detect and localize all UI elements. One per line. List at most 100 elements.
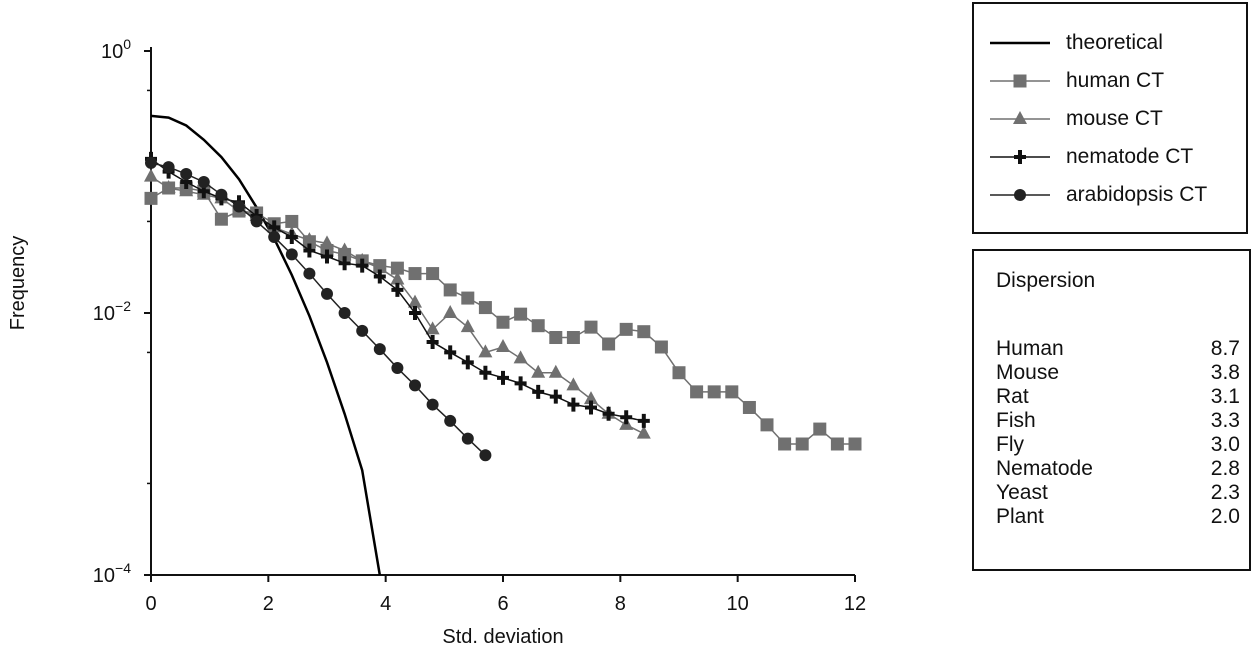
data-point [778, 437, 792, 451]
series-human-ct [144, 181, 862, 451]
chart-axes: 0 2 4 6 8 10 12 100 10−2 10−4 [93, 36, 866, 615]
legend-marker [1013, 111, 1027, 124]
x-axis-label: Std. deviation [442, 626, 563, 648]
dispersion-table: Dispersion Human 8.7 Mouse 3.8 Rat 3.1 Fish 3.3… [972, 249, 1251, 571]
dispersion-row: Human 8.7 [996, 337, 1240, 361]
chart-series [144, 114, 862, 576]
data-point [144, 191, 158, 205]
data-point [162, 161, 175, 174]
data-point [461, 291, 475, 305]
data-point [602, 406, 615, 421]
data-point [356, 324, 369, 337]
data-point [830, 437, 844, 451]
data-point [479, 365, 492, 380]
data-point [179, 183, 194, 197]
dispersion-species: Mouse [996, 361, 1060, 384]
data-point [513, 350, 528, 364]
dispersion-row: Nematode 2.8 [996, 457, 1240, 481]
series-line [150, 114, 382, 576]
data-point [497, 370, 509, 385]
data-point [567, 397, 580, 412]
data-point [303, 267, 316, 280]
data-point [285, 230, 298, 245]
y-axis-label: Frequency [7, 236, 29, 331]
data-point [391, 282, 404, 297]
data-point [566, 331, 580, 345]
data-point [390, 271, 405, 285]
data-point [760, 418, 774, 432]
dispersion-species: Human [996, 337, 1064, 360]
series-theoretical [150, 114, 382, 576]
data-point [654, 340, 668, 354]
dispersion-value: 3.0 [1210, 433, 1240, 456]
data-point [302, 232, 317, 246]
data-point [460, 319, 475, 333]
data-point [619, 322, 633, 336]
data-point [338, 256, 351, 271]
data-point [584, 391, 598, 405]
data-point [549, 331, 563, 345]
data-point [337, 242, 352, 256]
data-point [373, 269, 386, 284]
data-point [409, 379, 421, 392]
data-point [848, 437, 862, 451]
legend-label: theoretical [1066, 31, 1163, 54]
data-point [602, 337, 616, 351]
data-point [408, 267, 422, 281]
dispersion-title: Dispersion [996, 269, 1096, 292]
dispersion-species: Fly [996, 433, 1024, 456]
data-point [303, 243, 316, 258]
data-point [620, 410, 633, 425]
series-arabidopsis-ct [145, 156, 492, 462]
dispersion-value: 3.3 [1210, 409, 1240, 432]
data-point [250, 215, 263, 228]
series-line [150, 162, 486, 456]
dispersion-species: Rat [996, 385, 1029, 408]
data-point [161, 179, 176, 193]
data-point [531, 364, 546, 378]
x-tick-label: 10 [727, 593, 749, 615]
data-point [180, 168, 193, 181]
dispersion-species: Fish [996, 409, 1036, 432]
dispersion-row: Yeast 2.3 [996, 481, 1240, 505]
data-point [584, 320, 598, 334]
legend-item: nematode CT [974, 142, 1246, 172]
dispersion-row: Plant 2.0 [996, 505, 1240, 529]
data-point [461, 355, 474, 370]
data-point [690, 385, 704, 399]
data-point [373, 343, 386, 356]
dispersion-species: Plant [996, 505, 1044, 528]
data-point [549, 389, 562, 404]
data-point [444, 345, 457, 360]
data-point [214, 212, 228, 226]
legend-swatch [990, 111, 1050, 124]
data-point [356, 258, 369, 273]
data-point [514, 307, 528, 321]
data-point [409, 306, 421, 320]
data-point [566, 377, 581, 391]
data-point [197, 176, 210, 188]
data-point [372, 260, 387, 274]
data-point [215, 188, 228, 201]
legend-marker [1014, 150, 1026, 164]
x-tick-label: 2 [263, 593, 274, 615]
y-tick-label: 100 [101, 36, 131, 63]
data-point [144, 168, 158, 182]
x-tick-label: 8 [615, 593, 626, 615]
legend-marker [1014, 189, 1026, 201]
dispersion-species: Nematode [996, 457, 1093, 480]
data-point [391, 362, 404, 375]
data-point [426, 335, 439, 350]
data-point [496, 315, 510, 329]
legend-swatch [990, 189, 1050, 201]
legend-swatch [990, 150, 1050, 164]
data-point [514, 376, 527, 391]
dispersion-row: Mouse 3.8 [996, 361, 1240, 385]
data-point [585, 400, 597, 415]
data-point [707, 385, 721, 399]
data-point [426, 267, 440, 281]
legend-item: mouse CT [974, 104, 1246, 134]
x-tick-label: 0 [145, 593, 156, 615]
data-point [320, 235, 334, 249]
data-point [233, 200, 245, 213]
